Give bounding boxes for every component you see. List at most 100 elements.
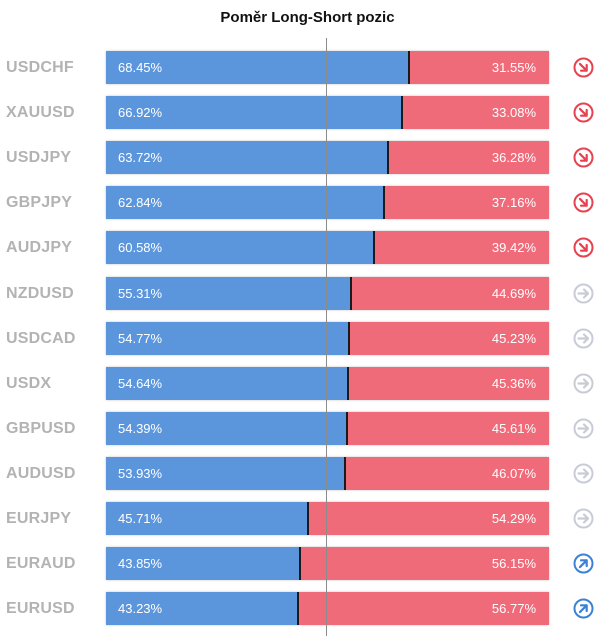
arrow-up-right-icon [573, 553, 594, 574]
ratio-bar: 68.45% 31.55% [106, 51, 549, 84]
short-bar [297, 592, 549, 625]
short-percentage: 56.15% [491, 556, 536, 571]
symbol-label: USDJPY [6, 149, 72, 166]
symbol-label: NZDUSD [6, 285, 74, 302]
long-percentage: 55.31% [118, 286, 163, 301]
pair-row: GBPJPY 62.84% 37.16% [0, 186, 615, 219]
bar-divider [296, 592, 299, 625]
arrow-right-icon [573, 508, 594, 529]
pair-row: EURJPY 45.71% 54.29% [0, 502, 615, 535]
short-percentage: 45.23% [491, 331, 536, 346]
long-bar [106, 412, 347, 445]
pair-row: EURAUD 43.85% 56.15% [0, 547, 615, 580]
short-bar [308, 502, 549, 535]
symbol-label: EURJPY [6, 510, 72, 527]
long-percentage: 54.64% [118, 376, 163, 391]
short-percentage: 31.55% [491, 60, 536, 75]
pair-row: USDCAD 54.77% 45.23% [0, 322, 615, 355]
short-bar [344, 457, 549, 490]
arrow-down-right-icon [573, 57, 594, 78]
short-percentage: 33.08% [491, 105, 536, 120]
long-percentage: 54.39% [118, 421, 163, 436]
bar-divider [345, 412, 348, 445]
ratio-bar: 45.71% 54.29% [106, 502, 549, 535]
ratio-bar: 54.64% 45.36% [106, 367, 549, 400]
bar-divider [347, 322, 350, 355]
symbol-label: GBPJPY [6, 194, 73, 211]
arrow-right-icon [573, 463, 594, 484]
symbol-label: GBPUSD [6, 420, 76, 437]
long-bar [106, 367, 349, 400]
short-bar [300, 547, 549, 580]
long-percentage: 45.71% [118, 511, 163, 526]
short-bar [388, 141, 549, 174]
ratio-bar: 54.77% 45.23% [106, 322, 549, 355]
symbol-label: EURAUD [6, 555, 76, 572]
long-percentage: 62.84% [118, 195, 163, 210]
long-percentage: 53.93% [118, 466, 163, 481]
bar-divider [383, 186, 386, 219]
pair-row: XAUUSD 66.92% 33.08% [0, 96, 615, 129]
fifty-percent-line [326, 38, 327, 636]
arrow-up-right-icon [573, 598, 594, 619]
symbol-label: AUDUSD [6, 465, 76, 482]
long-percentage: 60.58% [118, 240, 163, 255]
long-percentage: 63.72% [118, 150, 163, 165]
short-percentage: 44.69% [491, 286, 536, 301]
bar-divider [307, 502, 310, 535]
pair-row: AUDJPY 60.58% 39.42% [0, 231, 615, 264]
short-percentage: 37.16% [491, 195, 536, 210]
short-percentage: 46.07% [491, 466, 536, 481]
short-bar [409, 51, 549, 84]
long-bar [106, 322, 349, 355]
ratio-bar: 66.92% 33.08% [106, 96, 549, 129]
symbol-label: EURUSD [6, 600, 75, 617]
pair-row: GBPUSD 54.39% 45.61% [0, 412, 615, 445]
long-bar [106, 592, 298, 625]
arrow-down-right-icon [573, 237, 594, 258]
ratio-bar: 60.58% 39.42% [106, 231, 549, 264]
arrow-right-icon [573, 373, 594, 394]
long-bar [106, 231, 375, 264]
long-percentage: 68.45% [118, 60, 163, 75]
ratio-bar: 62.84% 37.16% [106, 186, 549, 219]
short-bar [351, 277, 549, 310]
short-percentage: 56.77% [491, 601, 536, 616]
long-percentage: 43.85% [118, 556, 163, 571]
short-bar [374, 231, 549, 264]
symbol-label: AUDJPY [6, 239, 73, 256]
short-percentage: 36.28% [491, 150, 536, 165]
long-percentage: 43.23% [118, 601, 163, 616]
bar-divider [299, 547, 302, 580]
short-bar [384, 186, 549, 219]
short-bar [346, 412, 549, 445]
bar-divider [401, 96, 404, 129]
short-percentage: 54.29% [491, 511, 536, 526]
arrow-right-icon [573, 418, 594, 439]
long-percentage: 66.92% [118, 105, 163, 120]
ratio-bar: 43.23% 56.77% [106, 592, 549, 625]
chart-title: Poměr Long-Short pozic [220, 9, 395, 26]
short-bar [348, 367, 549, 400]
short-bar [402, 96, 549, 129]
pair-row: USDJPY 63.72% 36.28% [0, 141, 615, 174]
long-percentage: 54.77% [118, 331, 163, 346]
symbol-label: USDCHF [6, 59, 74, 76]
bar-divider [347, 367, 350, 400]
ratio-bar: 55.31% 44.69% [106, 277, 549, 310]
arrow-right-icon [573, 328, 594, 349]
bar-divider [343, 457, 346, 490]
short-percentage: 45.36% [491, 376, 536, 391]
pair-row: USDCHF 68.45% 31.55% [0, 51, 615, 84]
short-bar [348, 322, 549, 355]
symbol-label: USDCAD [6, 330, 76, 347]
bar-divider [373, 231, 376, 264]
symbol-label: XAUUSD [6, 104, 75, 121]
bar-divider [350, 277, 353, 310]
long-bar [106, 457, 345, 490]
long-bar [106, 51, 410, 84]
ratio-bar: 53.93% 46.07% [106, 457, 549, 490]
pair-row: USDX 54.64% 45.36% [0, 367, 615, 400]
pair-row: AUDUSD 53.93% 46.07% [0, 457, 615, 490]
long-bar [106, 547, 301, 580]
